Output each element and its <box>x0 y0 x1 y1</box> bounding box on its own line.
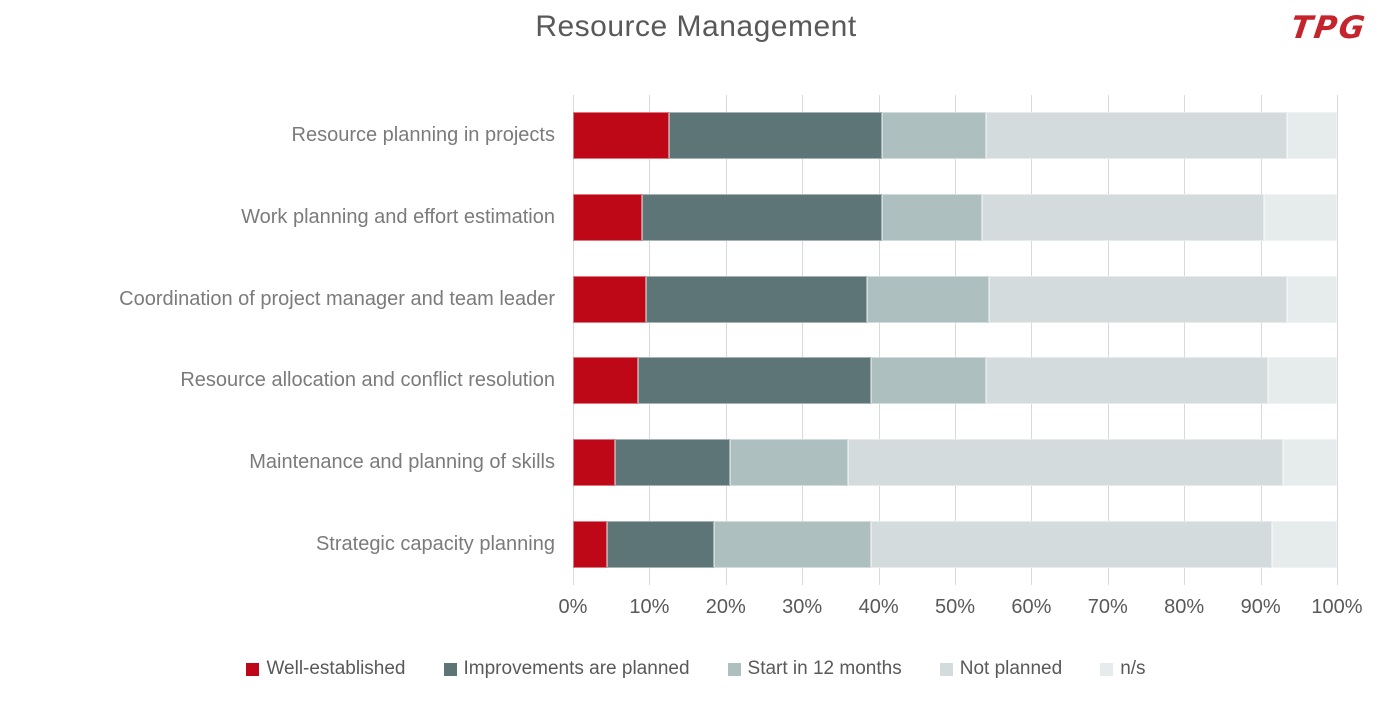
bar-segment <box>989 275 1288 323</box>
bar-segment <box>882 194 982 241</box>
legend-item: Not planned <box>939 658 1063 680</box>
gridline <box>573 95 574 585</box>
bar-segment <box>573 439 616 487</box>
gridline <box>802 95 804 585</box>
bar-segment <box>607 520 715 568</box>
x-tick-label: 20% <box>705 596 746 618</box>
bar-segment <box>637 357 871 405</box>
x-tick-label: 10% <box>629 596 670 618</box>
bar-segment <box>573 357 638 405</box>
gridline <box>955 95 956 585</box>
bar-segment <box>573 194 642 241</box>
plot-gridlines <box>573 95 1338 585</box>
bar-segment <box>1264 194 1337 241</box>
legend-swatch <box>443 662 457 676</box>
gridline <box>649 95 651 585</box>
bar-track <box>573 520 1337 568</box>
gridline <box>1031 95 1033 585</box>
legend-item: Start in 12 months <box>727 658 902 680</box>
bar-track <box>573 357 1337 405</box>
chart-title: Resource Management <box>535 10 857 43</box>
bar-segment <box>645 275 868 323</box>
bar-track <box>573 112 1337 160</box>
bar-segment <box>1268 357 1337 405</box>
category-label: Maintenance and planning of skills <box>249 451 555 474</box>
bar-segment <box>981 194 1265 241</box>
legend-label: Not planned <box>959 658 1063 679</box>
legend-label: Start in 12 months <box>747 658 902 679</box>
x-tick-label: 90% <box>1240 596 1281 618</box>
chart-row: Coordination of project manager and team… <box>0 258 1392 340</box>
category-label: Resource planning in projects <box>291 124 556 147</box>
category-label: Coordination of project manager and team… <box>119 287 555 310</box>
legend-swatch <box>939 662 953 676</box>
bar-segment <box>870 357 986 405</box>
bar-segment <box>882 112 986 160</box>
gridline <box>878 95 880 585</box>
x-tick-label: 30% <box>782 596 823 618</box>
x-tick-label: 60% <box>1011 596 1052 618</box>
category-label: Work planning and effort estimation <box>241 206 555 228</box>
x-tick-label: 100% <box>1311 596 1363 618</box>
bar-segment <box>615 439 730 487</box>
x-tick-label: 70% <box>1087 596 1128 618</box>
legend-swatch <box>246 662 260 676</box>
category-label: Resource allocation and conflict resolut… <box>180 369 555 392</box>
gridline <box>1337 95 1338 585</box>
bar-track <box>573 194 1337 241</box>
bar-segment <box>714 520 871 568</box>
bar-segment <box>1287 112 1337 160</box>
legend-item: n/s <box>1100 658 1146 680</box>
bar-segment <box>573 275 646 323</box>
legend-item: Well-established <box>246 658 406 680</box>
bar-rows: Resource planning in projects Work planni… <box>0 95 1392 585</box>
chart-row: Maintenance and planning of skills <box>0 422 1392 504</box>
legend-item: Improvements are planned <box>443 658 690 680</box>
gridline <box>1107 95 1109 585</box>
category-label: Strategic capacity planning <box>315 532 555 555</box>
bar-segment <box>985 112 1288 160</box>
x-axis: 0% 10% 20% 30% 40% 50% 60% 70% 80% 90% 100% <box>559 596 1363 622</box>
legend-label: n/s <box>1120 658 1146 679</box>
bar-segment <box>848 439 1284 487</box>
bar-track <box>573 439 1337 487</box>
chart-row: Work planning and effort estimation <box>0 177 1392 259</box>
bar-segment <box>1272 520 1337 568</box>
x-tick-label: 0% <box>558 596 588 618</box>
gridline <box>1184 95 1186 585</box>
gridline <box>1260 95 1262 585</box>
stacked-bar-chart: Resource planning in projects Work planni… <box>0 95 1392 585</box>
bar-track <box>573 275 1337 323</box>
legend-label: Well-established <box>266 658 406 679</box>
chart-row: Resource allocation and conflict resolut… <box>0 340 1392 422</box>
bar-segment <box>1283 439 1337 487</box>
tpg-logo: TPG <box>1288 10 1369 46</box>
x-tick-label: 40% <box>858 596 899 618</box>
bar-segment <box>1287 275 1337 323</box>
bar-segment <box>668 112 883 160</box>
bar-segment <box>867 275 990 323</box>
bar-segment <box>985 357 1269 405</box>
legend-swatch <box>1100 662 1114 676</box>
bar-segment <box>573 520 608 568</box>
gridline <box>725 95 727 585</box>
chart-row: Strategic capacity planning <box>0 503 1392 585</box>
bar-segment <box>641 194 883 241</box>
legend-label: Improvements are planned <box>463 658 690 679</box>
bar-segment <box>870 520 1273 568</box>
bar-segment <box>573 112 669 160</box>
legend-swatch <box>727 662 741 676</box>
legend: Well-established Improvements are planned… <box>0 658 1392 680</box>
x-tick-label: 80% <box>1164 596 1205 618</box>
bar-segment <box>729 439 849 487</box>
chart-row: Resource planning in projects <box>0 95 1392 177</box>
x-tick-label: 50% <box>934 596 976 618</box>
